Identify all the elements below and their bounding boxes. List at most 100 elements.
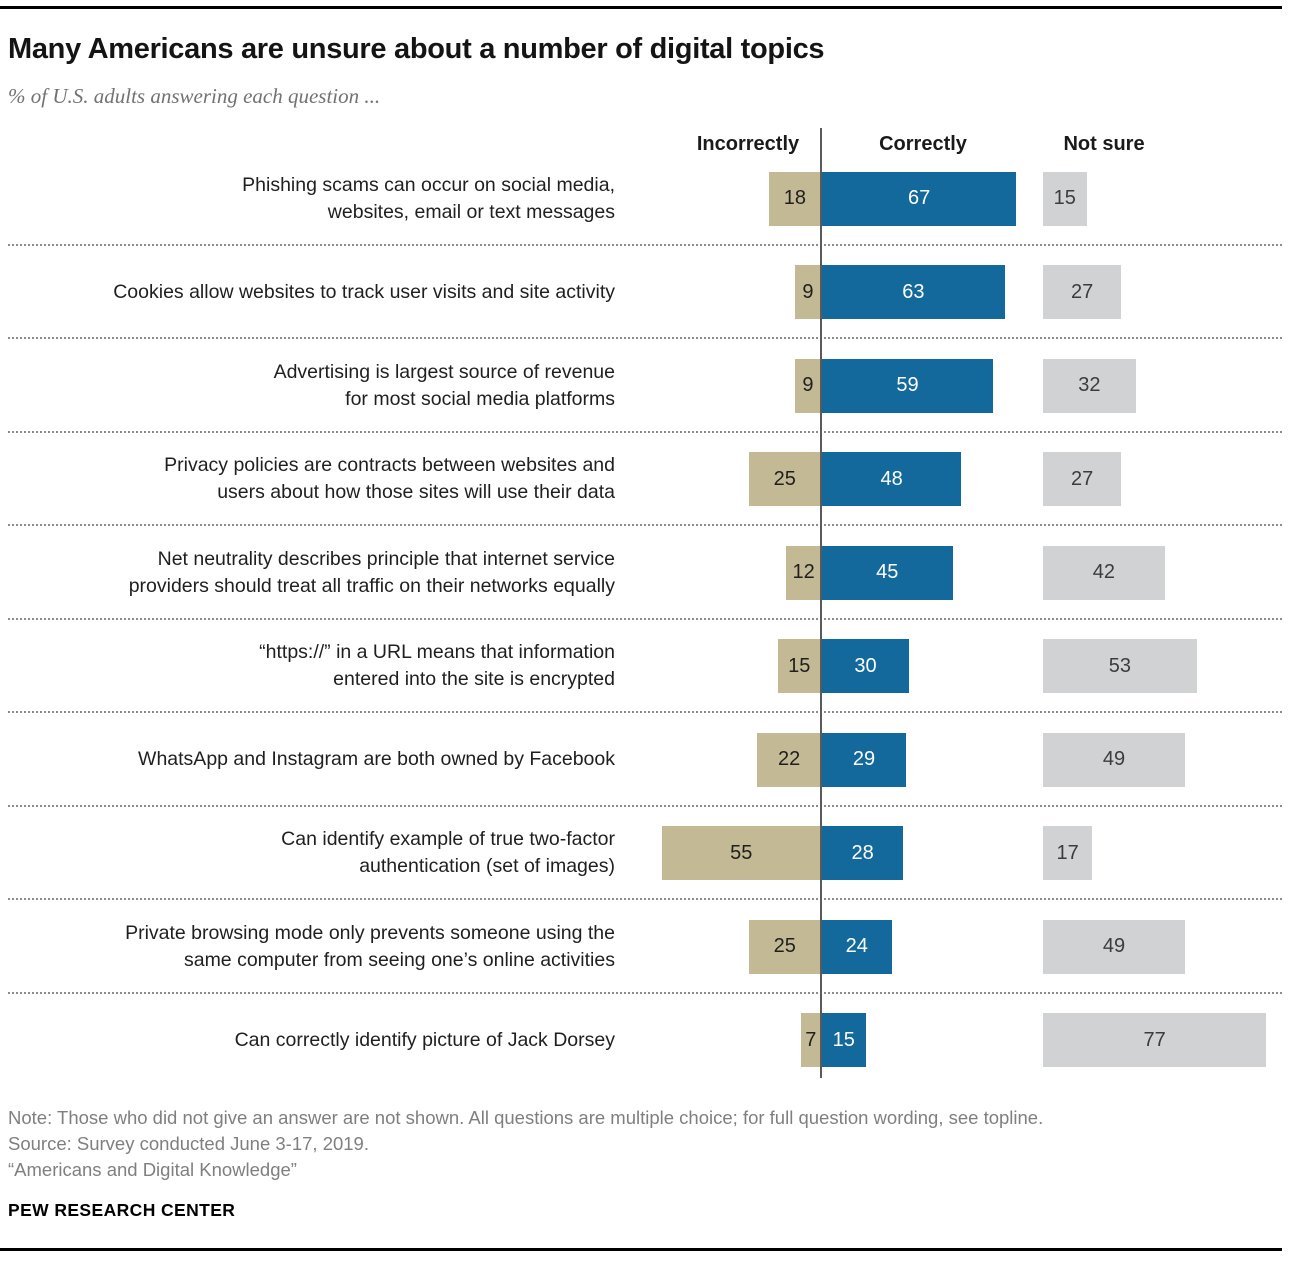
chart-row-https: “https://” in a URL means that informati…: [0, 620, 1290, 714]
chart-row-phishing: Phishing scams can occur on social media…: [0, 152, 1290, 246]
row-label-line: Can identify example of true two-factor: [281, 828, 615, 851]
bar-value: 25: [773, 467, 796, 490]
bar-correctly: 24: [822, 919, 892, 974]
bar-correctly: 63: [822, 265, 1005, 319]
row-label: Can identify example of true two-factor …: [0, 807, 615, 901]
bar-value: 28: [851, 841, 874, 864]
row-label: Can correctly identify picture of Jack D…: [0, 994, 615, 1088]
row-label-line: “https://” in a URL means that informati…: [259, 641, 615, 664]
row-label: Advertising is largest source of revenue…: [0, 339, 615, 433]
column-header-not-sure: Not sure: [1063, 133, 1145, 155]
chart-rows: Phishing scams can occur on social media…: [0, 152, 1290, 1087]
bar-value: 45: [876, 561, 899, 583]
bar-correctly: 30: [822, 639, 909, 693]
bar-not-sure: 27: [1043, 265, 1122, 319]
bar-value: 42: [1092, 561, 1116, 583]
bar-value: 7: [805, 1028, 817, 1051]
chart-row-cookies: Cookies allow websites to track user vis…: [0, 246, 1290, 340]
chart-row-two-factor: Can identify example of true two-factor …: [0, 807, 1290, 901]
bar-value: 17: [1056, 841, 1079, 864]
bar-correctly: 28: [822, 826, 904, 880]
bar-not-sure: 27: [1043, 452, 1122, 506]
bar-incorrectly: 9: [794, 358, 821, 413]
footnotes: Note: Those who did not give an answer a…: [8, 1105, 1043, 1183]
row-label-line: Net neutrality describes principle that …: [157, 547, 615, 570]
bar-value: 22: [777, 748, 801, 770]
bar-value: 15: [832, 1028, 855, 1051]
row-label: Privacy policies are contracts between w…: [0, 433, 615, 527]
bar-not-sure: 53: [1043, 639, 1197, 693]
bar-incorrectly: 7: [800, 1013, 821, 1067]
bar-correctly: 29: [822, 732, 907, 787]
bar-correctly: 15: [822, 1013, 866, 1067]
bar-value: 24: [845, 935, 868, 957]
row-label: Cookies allow websites to track user vis…: [0, 246, 615, 340]
chart-subtitle: % of U.S. adults answering each question…: [8, 84, 381, 108]
bar-not-sure: 17: [1043, 826, 1093, 880]
bar-value: 29: [852, 748, 876, 770]
bottom-rule: [0, 1248, 1282, 1251]
row-label-line: providers should treat all traffic on th…: [128, 574, 615, 597]
zero-axis-line: [820, 128, 822, 1078]
chart-row-jack-dorsey: Can correctly identify picture of Jack D…: [0, 994, 1290, 1088]
bar-not-sure: 42: [1043, 545, 1165, 600]
bar-value: 30: [854, 654, 877, 677]
chart-row-net-neutrality: Net neutrality describes principle that …: [0, 526, 1290, 620]
bar-value: 49: [1102, 935, 1126, 957]
row-label-line: Advertising is largest source of revenue: [273, 360, 615, 383]
row-label-line: websites, email or text messages: [327, 200, 615, 223]
bar-correctly: 67: [822, 171, 1017, 226]
row-label-line: Cookies allow websites to track user vis…: [113, 280, 615, 303]
bar-value: 77: [1143, 1028, 1166, 1051]
row-label-line: authentication (set of images): [359, 855, 615, 878]
bar-correctly: 59: [822, 358, 994, 413]
row-label-line: WhatsApp and Instagram are both owned by…: [138, 748, 615, 771]
bar-not-sure: 49: [1043, 732, 1186, 787]
bar-value: 12: [792, 561, 815, 583]
bar-value: 15: [1053, 187, 1076, 209]
top-rule: [0, 6, 1282, 9]
bar-incorrectly: 9: [794, 265, 821, 319]
bar-value: 15: [788, 654, 811, 677]
bar-correctly: 48: [822, 452, 962, 506]
bar-value: 48: [880, 467, 903, 490]
bar-value: 25: [773, 935, 796, 957]
row-label: Net neutrality describes principle that …: [0, 526, 615, 620]
bar-incorrectly: 25: [748, 919, 821, 974]
bar-value: 63: [902, 280, 925, 303]
row-label: Private browsing mode only prevents some…: [0, 900, 615, 994]
bar-value: 18: [783, 187, 807, 209]
note-line: Note: Those who did not give an answer a…: [8, 1107, 1044, 1128]
row-label-line: Can correctly identify picture of Jack D…: [234, 1028, 615, 1051]
row-label-line: users about how those sites will use the…: [217, 481, 615, 504]
bar-value: 32: [1078, 374, 1101, 396]
bar-not-sure: 77: [1043, 1013, 1267, 1067]
bar-incorrectly: 55: [661, 826, 821, 880]
row-label-line: Privacy policies are contracts between w…: [164, 454, 615, 477]
row-label-line: for most social media platforms: [345, 387, 615, 410]
column-header-incorrectly: Incorrectly: [696, 133, 800, 155]
row-label: Phishing scams can occur on social media…: [0, 152, 615, 246]
bar-value: 9: [802, 374, 814, 396]
bar-incorrectly: 15: [777, 639, 821, 693]
report-title-line: “Americans and Digital Knowledge”: [8, 1159, 297, 1180]
bar-value: 59: [896, 374, 919, 396]
chart-row-privacy-policies: Privacy policies are contracts between w…: [0, 433, 1290, 527]
row-label-line: Phishing scams can occur on social media…: [242, 173, 615, 196]
bar-correctly: 45: [822, 545, 953, 600]
bar-not-sure: 15: [1043, 171, 1087, 226]
bar-value: 49: [1102, 748, 1126, 770]
row-label: “https://” in a URL means that informati…: [0, 620, 615, 714]
bar-incorrectly: 12: [786, 545, 821, 600]
bar-value: 27: [1071, 467, 1094, 490]
bar-value: 55: [730, 841, 753, 864]
pew-research-center-wordmark: PEW RESEARCH CENTER: [8, 1200, 236, 1220]
bar-value: 53: [1108, 654, 1131, 677]
source-line: Source: Survey conducted June 3-17, 2019…: [8, 1133, 369, 1154]
row-label-line: same computer from seeing one’s online a…: [183, 948, 615, 971]
bar-incorrectly: 18: [768, 171, 821, 226]
chart-row-whatsapp-instagram: WhatsApp and Instagram are both owned by…: [0, 713, 1290, 807]
bar-not-sure: 49: [1043, 919, 1186, 974]
bar-value: 67: [908, 187, 931, 209]
